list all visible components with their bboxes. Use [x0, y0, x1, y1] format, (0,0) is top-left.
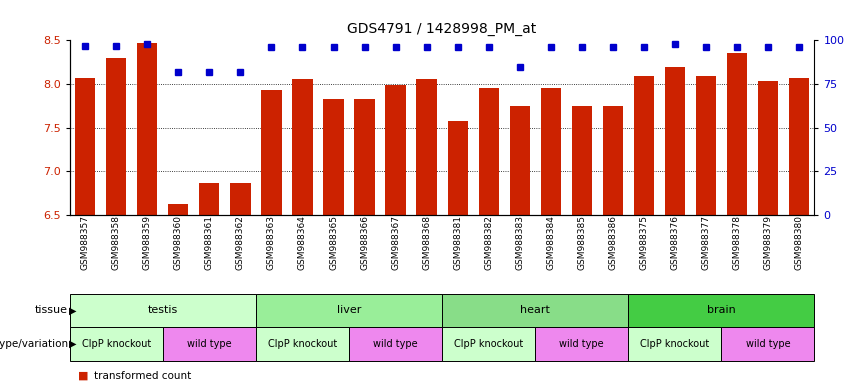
Bar: [256, 294, 442, 327]
Text: ClpP knockout: ClpP knockout: [640, 339, 710, 349]
Bar: [70, 327, 163, 361]
Text: GSM988365: GSM988365: [329, 215, 338, 270]
Text: GSM988380: GSM988380: [794, 215, 803, 270]
Bar: [478, 88, 499, 215]
Bar: [168, 204, 188, 215]
Bar: [386, 85, 406, 215]
Bar: [442, 327, 535, 361]
Text: liver: liver: [337, 305, 361, 316]
Bar: [199, 183, 220, 215]
Text: GSM988378: GSM988378: [733, 215, 741, 270]
Text: GSM988360: GSM988360: [174, 215, 183, 270]
Text: GSM988381: GSM988381: [453, 215, 462, 270]
Text: GSM988361: GSM988361: [205, 215, 214, 270]
Bar: [722, 327, 814, 361]
Text: GSM988366: GSM988366: [360, 215, 369, 270]
Bar: [163, 327, 256, 361]
Bar: [603, 106, 623, 215]
Text: wild type: wild type: [374, 339, 418, 349]
Text: GSM988368: GSM988368: [422, 215, 431, 270]
Bar: [416, 79, 437, 215]
Bar: [261, 90, 282, 215]
Text: heart: heart: [520, 305, 550, 316]
Bar: [293, 79, 312, 215]
Bar: [323, 99, 344, 215]
Text: genotype/variation: genotype/variation: [0, 339, 68, 349]
Text: GSM988358: GSM988358: [111, 215, 121, 270]
Bar: [231, 183, 250, 215]
Text: GDS4791 / 1428998_PM_at: GDS4791 / 1428998_PM_at: [347, 23, 537, 36]
Text: GSM988379: GSM988379: [763, 215, 773, 270]
Bar: [535, 327, 628, 361]
Text: transformed count: transformed count: [94, 371, 191, 381]
Text: ClpP knockout: ClpP knockout: [268, 339, 337, 349]
Bar: [355, 99, 374, 215]
Text: GSM988364: GSM988364: [298, 215, 307, 270]
Text: wild type: wild type: [745, 339, 791, 349]
Bar: [665, 66, 685, 215]
Text: GSM988375: GSM988375: [639, 215, 648, 270]
Bar: [696, 76, 716, 215]
Bar: [628, 294, 814, 327]
Bar: [572, 106, 591, 215]
Bar: [349, 327, 442, 361]
Bar: [727, 53, 747, 215]
Bar: [757, 81, 778, 215]
Bar: [256, 327, 349, 361]
Text: ■: ■: [78, 371, 89, 381]
Text: ▶: ▶: [69, 305, 77, 316]
Text: wild type: wild type: [187, 339, 231, 349]
Text: GSM988357: GSM988357: [81, 215, 90, 270]
Bar: [634, 76, 654, 215]
Bar: [789, 78, 809, 215]
Text: brain: brain: [707, 305, 736, 316]
Bar: [75, 78, 95, 215]
Text: GSM988359: GSM988359: [143, 215, 151, 270]
Text: GSM988382: GSM988382: [484, 215, 493, 270]
Text: GSM988385: GSM988385: [577, 215, 586, 270]
Text: GSM988377: GSM988377: [701, 215, 711, 270]
Text: GSM988383: GSM988383: [515, 215, 524, 270]
Bar: [70, 294, 256, 327]
Text: GSM988384: GSM988384: [546, 215, 555, 270]
Bar: [540, 88, 561, 215]
Bar: [137, 43, 157, 215]
Bar: [628, 327, 722, 361]
Bar: [442, 294, 628, 327]
Text: ClpP knockout: ClpP knockout: [82, 339, 151, 349]
Text: GSM988386: GSM988386: [608, 215, 617, 270]
Text: ▶: ▶: [69, 339, 77, 349]
Text: ClpP knockout: ClpP knockout: [454, 339, 523, 349]
Text: GSM988376: GSM988376: [671, 215, 679, 270]
Text: testis: testis: [148, 305, 178, 316]
Text: GSM988362: GSM988362: [236, 215, 245, 270]
Bar: [106, 58, 127, 215]
Bar: [510, 106, 529, 215]
Text: GSM988363: GSM988363: [267, 215, 276, 270]
Text: GSM988367: GSM988367: [391, 215, 400, 270]
Bar: [448, 121, 468, 215]
Text: tissue: tissue: [35, 305, 68, 316]
Text: wild type: wild type: [559, 339, 604, 349]
